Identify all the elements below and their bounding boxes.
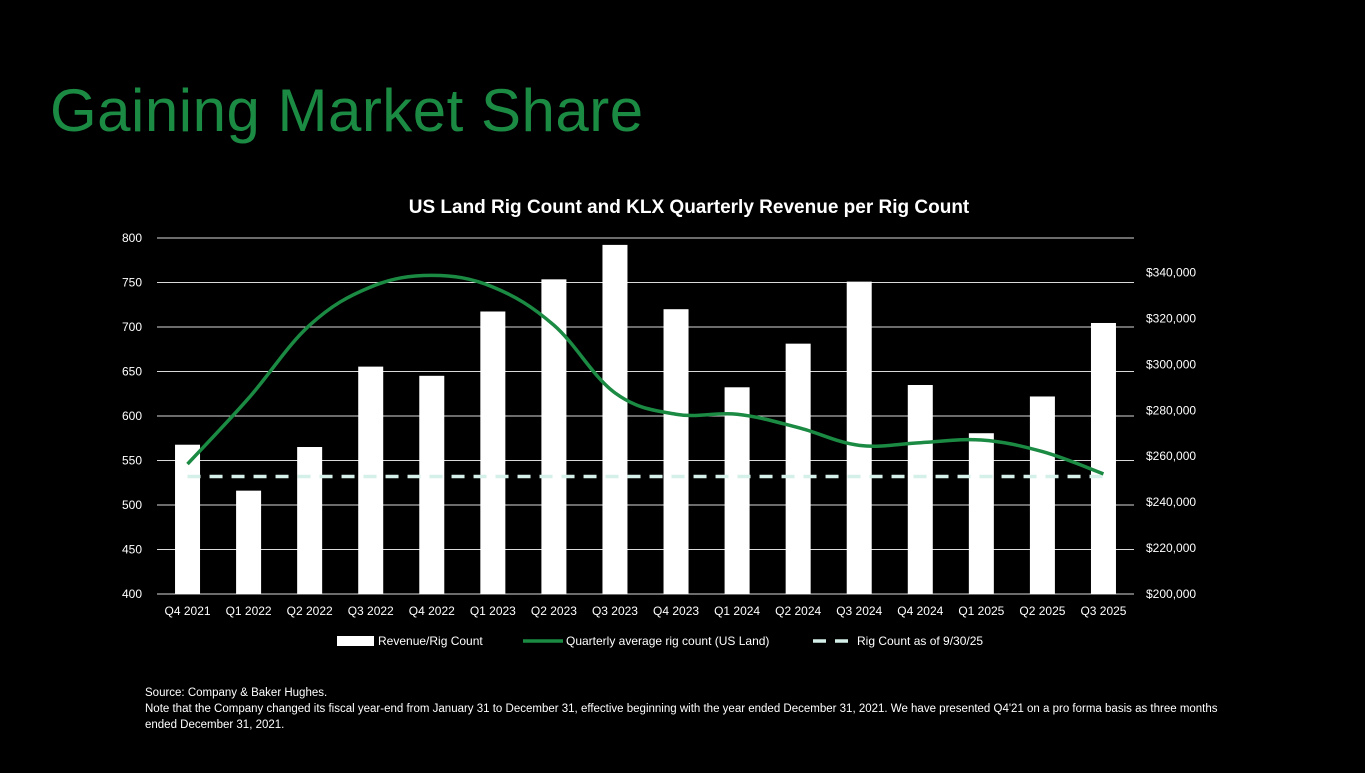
legend-swatch-revenue <box>337 636 374 646</box>
revenue-per-rig-bar <box>724 387 750 594</box>
x-axis-tick-label: Q2 2022 <box>287 604 333 618</box>
chart-title: US Land Rig Count and KLX Quarterly Reve… <box>409 197 970 218</box>
revenue-per-rig-bar <box>1029 396 1055 594</box>
right-axis-tick-label: $200,000 <box>1146 587 1196 601</box>
revenue-per-rig-bar <box>297 447 323 594</box>
right-axis-tick-label: $320,000 <box>1146 311 1196 325</box>
x-axis-tick-label: Q3 2025 <box>1080 604 1126 618</box>
left-axis-tick-label: 650 <box>122 365 142 379</box>
line-series <box>186 273 1105 479</box>
right-axis-tick-label: $280,000 <box>1146 403 1196 417</box>
x-axis-tick-label: Q2 2025 <box>1019 604 1065 618</box>
footnote: Source: Company & Baker Hughes. Note tha… <box>145 685 1225 733</box>
x-axis-tick-label: Q1 2024 <box>714 604 760 618</box>
bar-series <box>175 244 1116 594</box>
right-axis-tick-label: $240,000 <box>1146 495 1196 509</box>
left-axis-tick-label: 500 <box>122 498 142 512</box>
x-axis-tick-label: Q4 2024 <box>897 604 943 618</box>
revenue-per-rig-bar <box>358 366 384 594</box>
x-axis-tick-label: Q3 2023 <box>592 604 638 618</box>
x-axis-tick-label: Q4 2021 <box>165 604 211 618</box>
revenue-per-rig-bar <box>175 444 201 594</box>
revenue-per-rig-bar <box>1090 322 1116 594</box>
left-axis-ticks: 800 750 700 650 600 550 500 450 400 <box>122 231 142 601</box>
left-axis-tick-label: 450 <box>122 543 142 557</box>
x-axis-tick-label: Q4 2022 <box>409 604 455 618</box>
page-title: Gaining Market Share <box>50 77 644 144</box>
revenue-per-rig-bar <box>785 343 811 594</box>
legend-label-rig-count: Quarterly average rig count (US Land) <box>566 634 769 648</box>
x-axis-tick-label: Q4 2023 <box>653 604 699 618</box>
revenue-per-rig-bar <box>480 311 506 594</box>
x-axis-tick-label: Q1 2025 <box>958 604 1004 618</box>
footnote-note: Note that the Company changed its fiscal… <box>145 703 1218 731</box>
revenue-per-rig-bar <box>907 384 933 594</box>
left-axis-tick-label: 700 <box>122 320 142 334</box>
revenue-per-rig-bar <box>602 244 628 594</box>
right-axis-tick-label: $260,000 <box>1146 449 1196 463</box>
left-axis-tick-label: 750 <box>122 276 142 290</box>
left-axis-tick-label: 600 <box>122 409 142 423</box>
right-axis-tick-label: $300,000 <box>1146 357 1196 371</box>
right-axis-tick-label: $220,000 <box>1146 541 1196 555</box>
x-axis-tick-label: Q3 2024 <box>836 604 882 618</box>
legend-label-reference: Rig Count as of 9/30/25 <box>857 634 983 648</box>
revenue-per-rig-bar <box>419 375 445 594</box>
rig-count-line <box>186 273 1105 476</box>
left-axis-tick-label: 550 <box>122 454 142 468</box>
x-axis-tick-label: Q2 2023 <box>531 604 577 618</box>
chart-legend: Revenue/Rig Count Quarterly average rig c… <box>337 634 983 648</box>
revenue-per-rig-bar <box>236 490 262 594</box>
left-axis-tick-label: 400 <box>122 587 142 601</box>
x-axis-ticks: Q4 2021 Q1 2022 Q2 2022 Q3 2022 Q4 2022 Q1 20… <box>165 604 1127 618</box>
revenue-per-rig-bar <box>968 433 994 594</box>
x-axis-tick-label: Q3 2022 <box>348 604 394 618</box>
right-axis-tick-label: $340,000 <box>1146 265 1196 279</box>
x-axis-tick-label: Q1 2023 <box>470 604 516 618</box>
x-axis-tick-label: Q2 2024 <box>775 604 821 618</box>
left-axis-tick-label: 800 <box>122 231 142 245</box>
right-axis-ticks: $340,000 $320,000 $300,000 $280,000 $260,000… <box>1146 265 1196 601</box>
footnote-source: Source: Company & Baker Hughes. <box>145 687 328 699</box>
revenue-per-rig-bar <box>663 309 689 594</box>
revenue-per-rig-bar <box>846 281 872 594</box>
x-axis-tick-label: Q1 2022 <box>226 604 272 618</box>
legend-label-revenue: Revenue/Rig Count <box>378 634 483 648</box>
